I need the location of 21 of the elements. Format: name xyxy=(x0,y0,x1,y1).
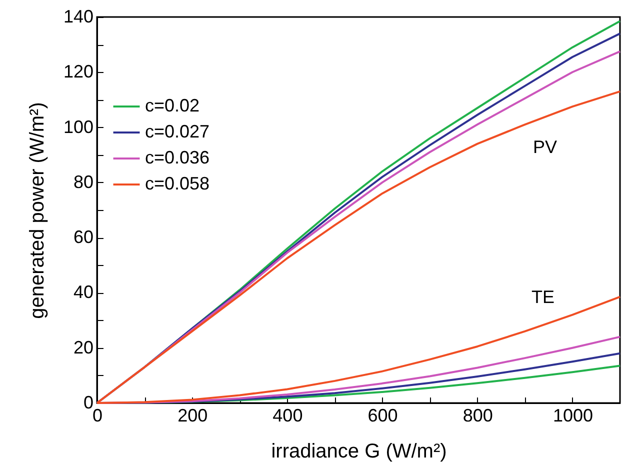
x-axis-title: irradiance G (W/m²) xyxy=(271,440,447,462)
legend-label: c=0.027 xyxy=(145,122,210,142)
y-tick-label: 40 xyxy=(73,282,94,302)
x-tick-label: 800 xyxy=(462,406,493,426)
x-tick-label: 600 xyxy=(368,406,398,426)
y-tick-label: 20 xyxy=(73,337,94,358)
annotation: PV xyxy=(532,137,558,157)
y-tick-label: 80 xyxy=(73,172,94,192)
legend-label: c=0.02 xyxy=(145,96,200,116)
y-tick-label: 0 xyxy=(83,392,94,412)
legend-label: c=0.036 xyxy=(145,148,210,168)
y-tick-label: 100 xyxy=(63,116,94,137)
x-tick-label: 1000 xyxy=(552,406,593,426)
legend-label: c=0.058 xyxy=(145,174,210,194)
y-tick-label: 120 xyxy=(63,62,94,82)
y-axis-title: generated power (W/m²) xyxy=(26,102,48,319)
x-tick-label: 400 xyxy=(272,406,303,426)
y-tick-label: 60 xyxy=(73,227,94,248)
annotation: TE xyxy=(531,287,555,307)
x-tick-label: 200 xyxy=(178,406,208,426)
y-tick-label: 140 xyxy=(63,6,94,26)
